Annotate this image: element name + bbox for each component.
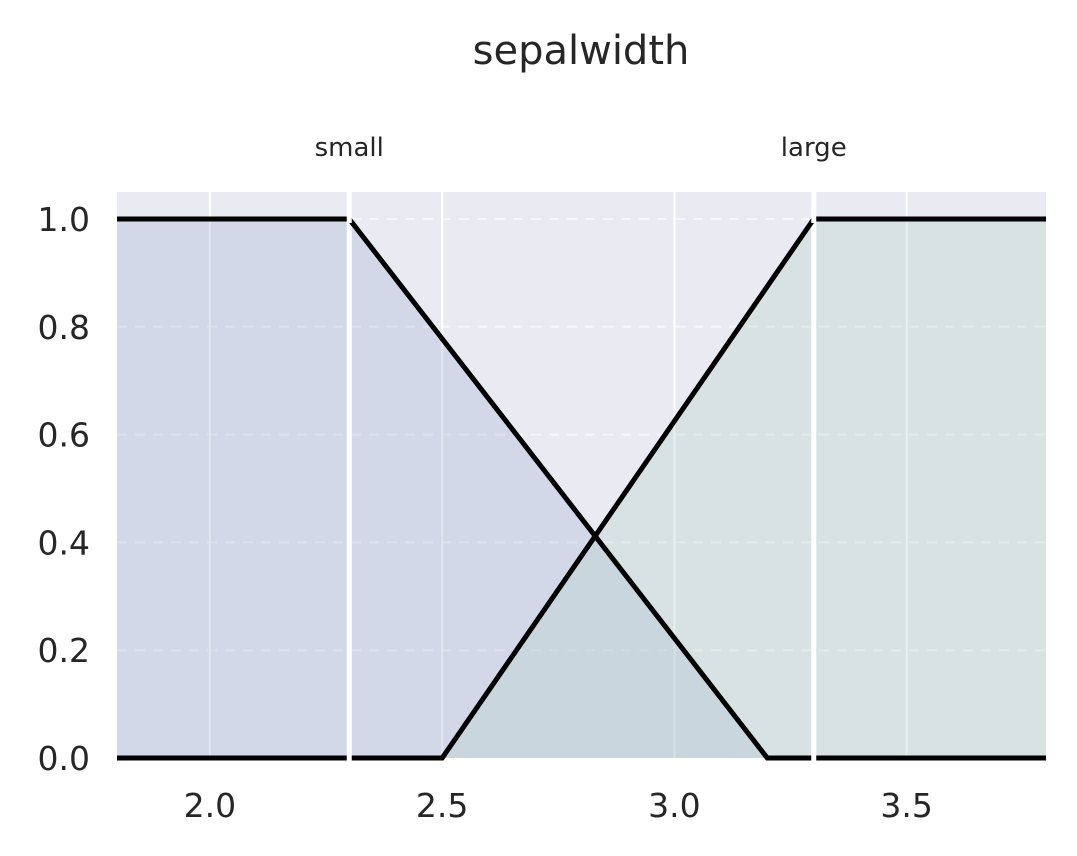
plot-background: [117, 192, 1046, 758]
chart-title: sepalwidth: [473, 28, 690, 74]
boundary-gap-bottom: [346, 754, 352, 762]
tick-labels: 2.0 2.5 3.0 3.5 0.0 0.2 0.4 0.6 0.8 1.0: [38, 200, 933, 825]
boundary-gap-top: [811, 215, 817, 223]
y-tick-label: 1.0: [38, 200, 90, 239]
series-label-small: small: [315, 133, 384, 163]
x-tick-label: 3.5: [880, 786, 932, 825]
x-tick-label: 3.0: [648, 786, 700, 825]
y-tick-label: 0.2: [38, 631, 90, 670]
boundary-gap-bottom: [811, 754, 817, 762]
y-tick-label: 0.6: [38, 416, 90, 455]
series-lines: [117, 215, 1046, 762]
y-tick-label: 0.0: [38, 739, 90, 778]
y-tick-label: 0.4: [38, 523, 90, 562]
region-boundaries: [346, 192, 817, 762]
boundary-gap-top: [346, 215, 352, 223]
x-tick-label: 2.5: [416, 786, 468, 825]
series-line-small: [117, 216, 1046, 761]
series-labels: small large: [315, 133, 847, 163]
series-line-large: [117, 216, 1046, 761]
x-tick-label: 2.0: [184, 786, 236, 825]
series-label-large: large: [781, 133, 847, 163]
y-tick-label: 0.8: [38, 308, 90, 347]
